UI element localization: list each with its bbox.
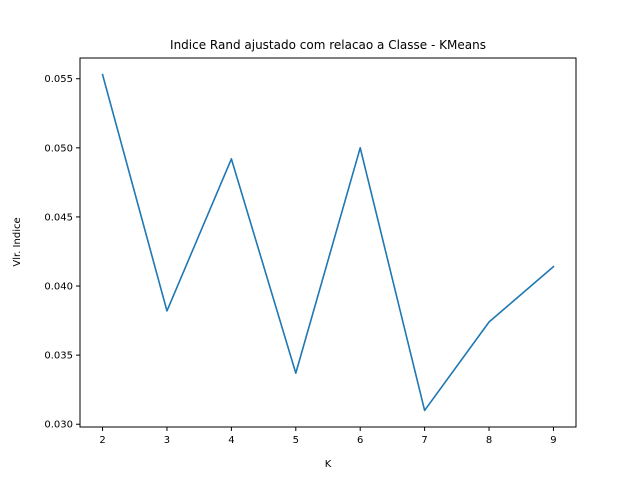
x-tick-label: 3 — [164, 435, 170, 446]
y-tick-label: 0.055 — [44, 74, 73, 85]
y-axis-ticks: 0.030 0.035 0.040 0.045 0.050 0.055 — [44, 74, 80, 431]
series-line — [101, 73, 555, 412]
y-tick-label: 0.045 — [44, 212, 73, 223]
x-axis-ticks: 2 3 4 5 6 7 8 9 — [99, 427, 557, 446]
series-group — [101, 73, 555, 412]
y-tick-label: 0.050 — [44, 143, 73, 154]
x-axis-label: K — [325, 459, 332, 470]
y-tick-label: 0.035 — [44, 351, 73, 362]
y-tick-label: 0.030 — [44, 420, 73, 431]
x-tick-label: 6 — [357, 435, 363, 446]
y-axis-label: Vlr. Indice — [12, 217, 23, 266]
x-tick-label: 8 — [486, 435, 492, 446]
chart-title: Indice Rand ajustado com relacao a Class… — [170, 38, 486, 52]
x-tick-label: 2 — [99, 435, 105, 446]
x-tick-label: 7 — [421, 435, 427, 446]
y-tick-label: 0.040 — [44, 282, 73, 293]
x-tick-label: 4 — [228, 435, 234, 446]
plot-area-frame — [79, 57, 577, 428]
x-tick-label: 5 — [293, 435, 299, 446]
x-tick-label: 9 — [550, 435, 556, 446]
